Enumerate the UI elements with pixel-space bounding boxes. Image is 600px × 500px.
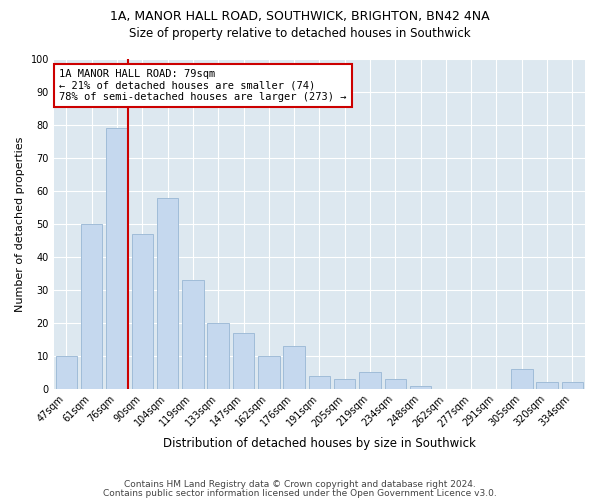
Bar bbox=[56, 356, 77, 389]
Bar bbox=[106, 128, 128, 389]
Bar bbox=[536, 382, 558, 389]
Text: Contains public sector information licensed under the Open Government Licence v3: Contains public sector information licen… bbox=[103, 488, 497, 498]
Text: 1A, MANOR HALL ROAD, SOUTHWICK, BRIGHTON, BN42 4NA: 1A, MANOR HALL ROAD, SOUTHWICK, BRIGHTON… bbox=[110, 10, 490, 23]
Bar bbox=[258, 356, 280, 389]
Bar bbox=[208, 323, 229, 389]
Bar bbox=[562, 382, 583, 389]
Bar bbox=[308, 376, 330, 389]
Bar bbox=[131, 234, 153, 389]
Bar bbox=[81, 224, 103, 389]
Bar bbox=[233, 332, 254, 389]
Text: Contains HM Land Registry data © Crown copyright and database right 2024.: Contains HM Land Registry data © Crown c… bbox=[124, 480, 476, 489]
Bar bbox=[283, 346, 305, 389]
Text: 1A MANOR HALL ROAD: 79sqm
← 21% of detached houses are smaller (74)
78% of semi-: 1A MANOR HALL ROAD: 79sqm ← 21% of detac… bbox=[59, 69, 347, 102]
Bar bbox=[182, 280, 203, 389]
Bar bbox=[334, 379, 355, 389]
Bar bbox=[511, 369, 533, 389]
Bar bbox=[385, 379, 406, 389]
Text: Size of property relative to detached houses in Southwick: Size of property relative to detached ho… bbox=[129, 28, 471, 40]
X-axis label: Distribution of detached houses by size in Southwick: Distribution of detached houses by size … bbox=[163, 437, 476, 450]
Y-axis label: Number of detached properties: Number of detached properties bbox=[15, 136, 25, 312]
Bar bbox=[410, 386, 431, 389]
Bar bbox=[359, 372, 381, 389]
Bar bbox=[157, 198, 178, 389]
